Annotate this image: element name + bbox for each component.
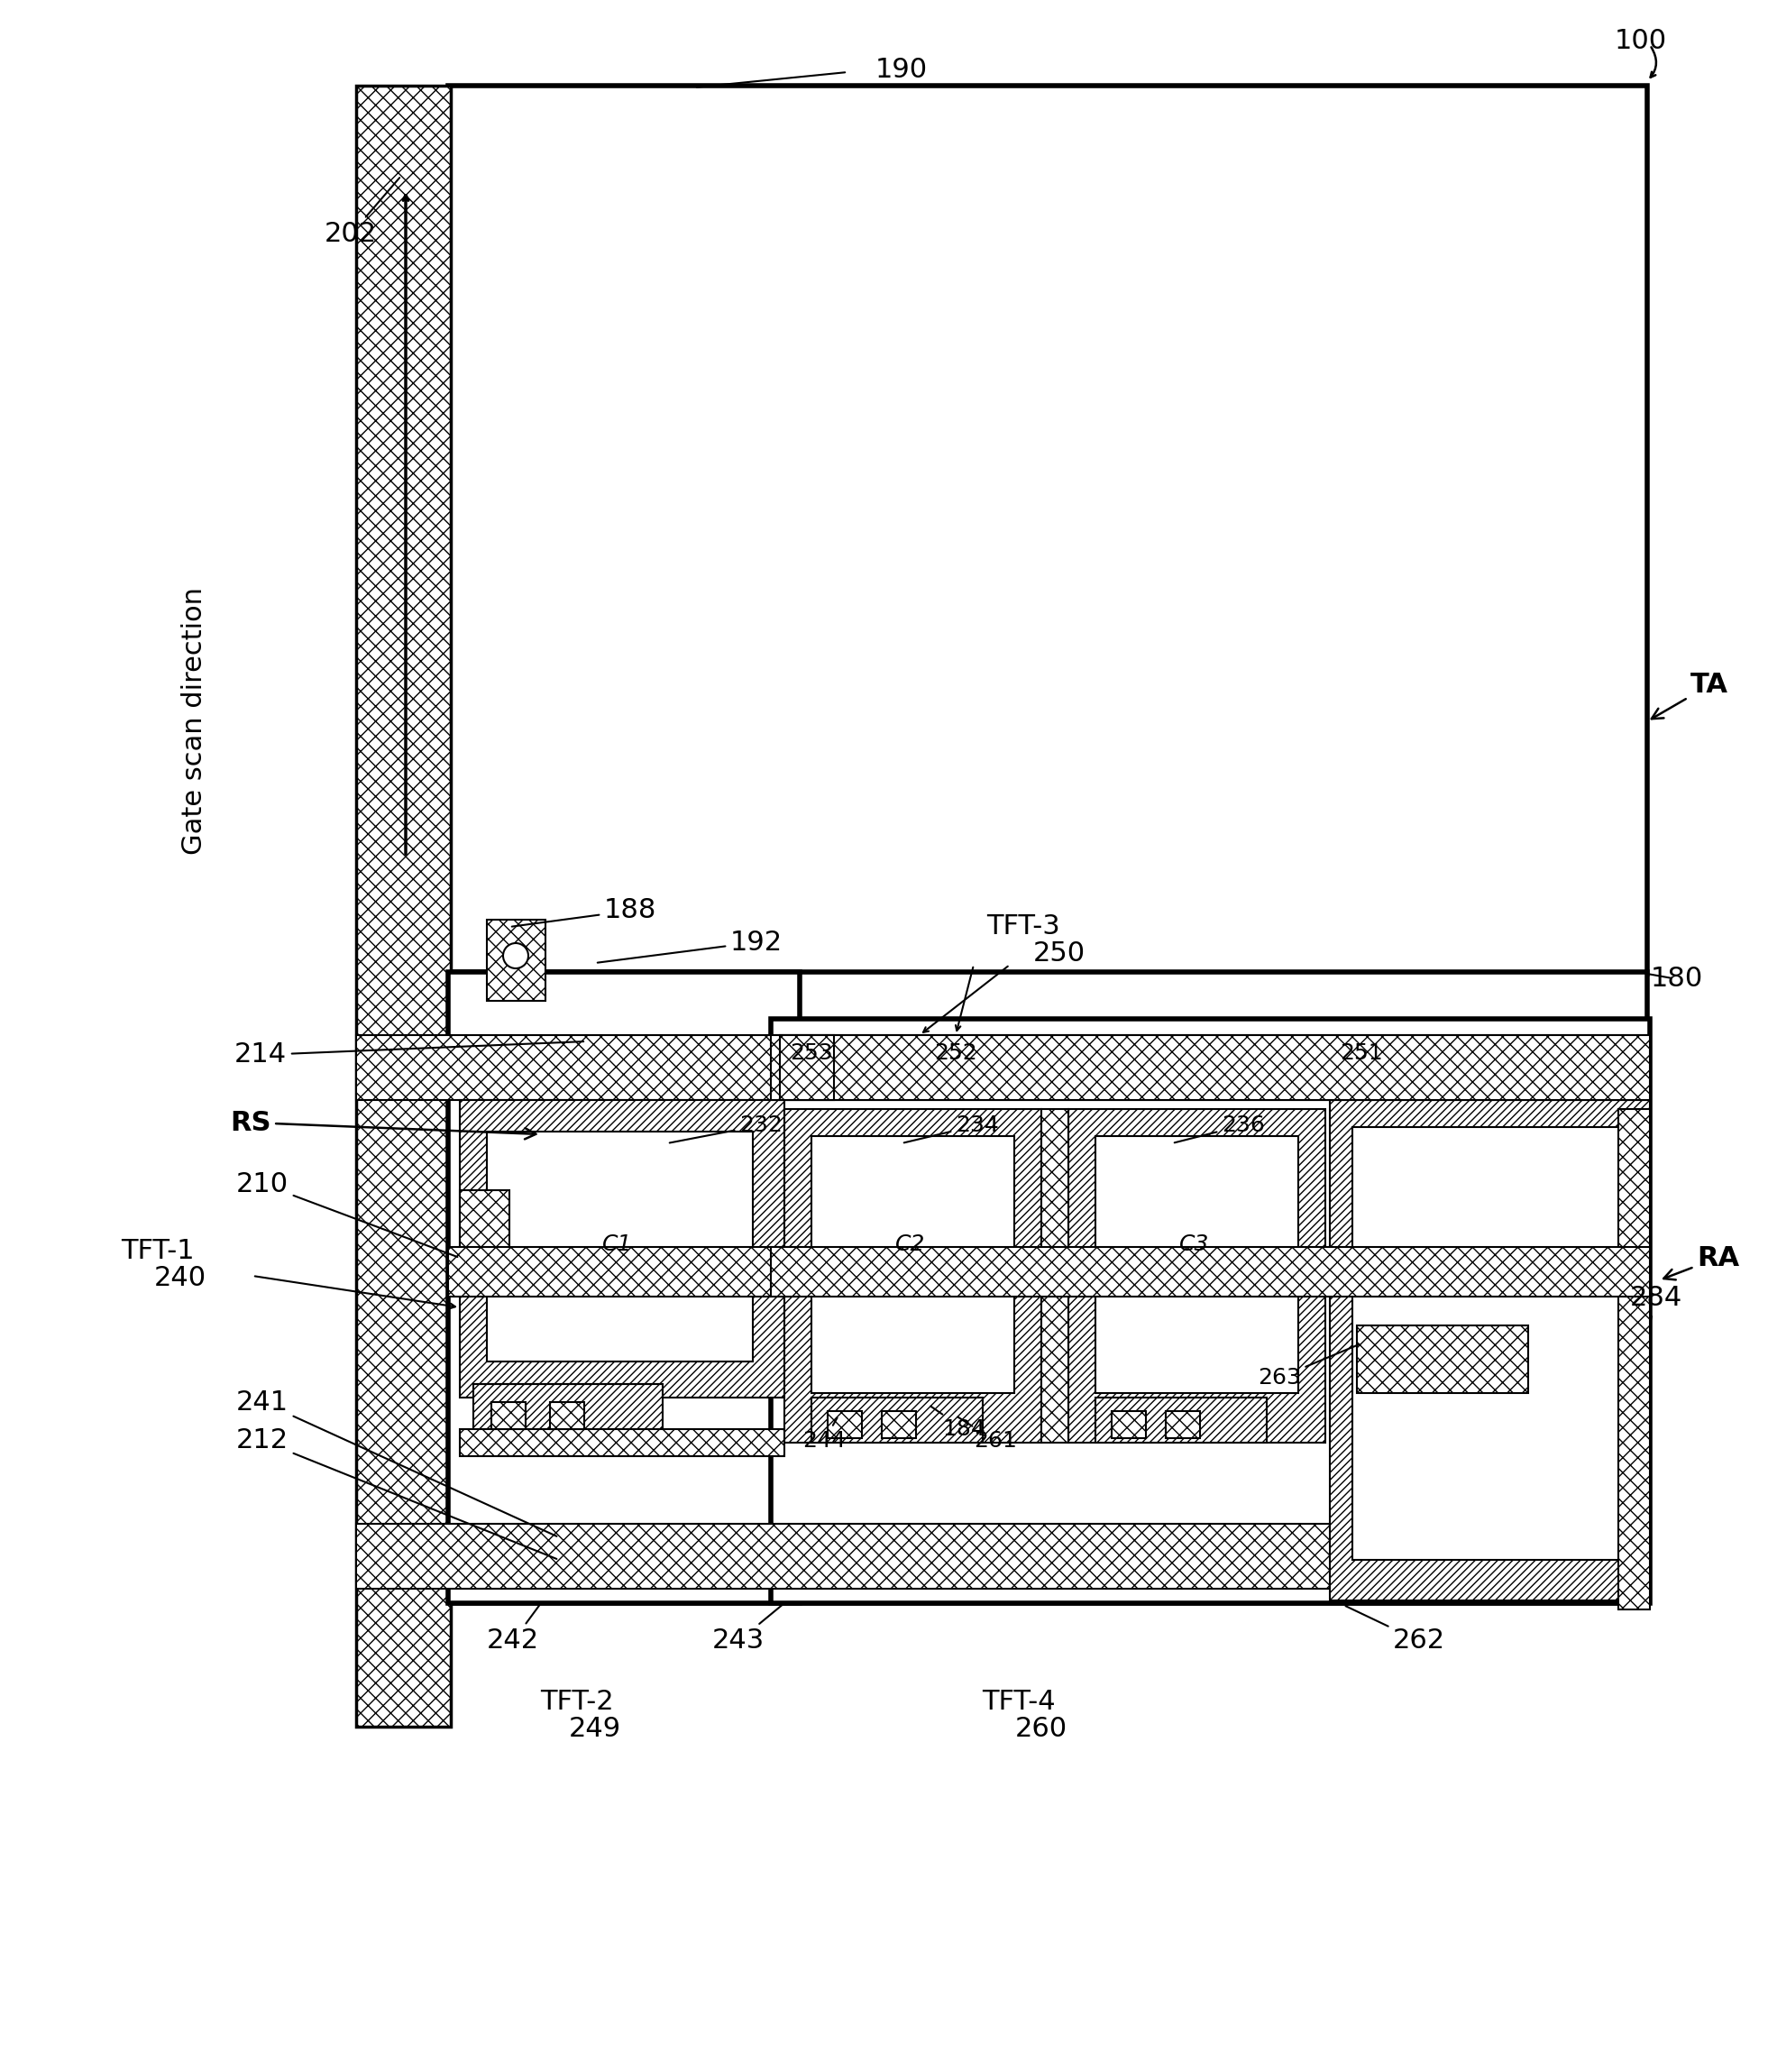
Bar: [771, 1019, 1650, 1604]
Text: 212: 212: [237, 1428, 557, 1558]
Text: 188: 188: [513, 897, 656, 926]
Bar: [1068, 1109, 1326, 1442]
Text: 252: 252: [934, 1042, 978, 1063]
Text: 260: 260: [1015, 1716, 1068, 1743]
Bar: [1353, 1127, 1627, 1560]
Bar: [771, 1247, 1650, 1297]
Bar: [1112, 1411, 1146, 1438]
Bar: [447, 972, 799, 1604]
Text: 234: 234: [903, 1115, 999, 1144]
Text: 100: 100: [1614, 27, 1667, 54]
Bar: [882, 1411, 916, 1438]
Bar: [447, 1247, 799, 1297]
Text: 261: 261: [958, 1417, 1017, 1452]
Bar: [474, 1384, 663, 1430]
Text: 236: 236: [1174, 1115, 1264, 1142]
Text: 242: 242: [486, 1606, 539, 1653]
Text: 263: 263: [1257, 1345, 1360, 1388]
Text: 232: 232: [670, 1115, 783, 1144]
Text: 244: 244: [803, 1417, 845, 1452]
Text: 214: 214: [235, 1042, 583, 1067]
Bar: [355, 1036, 1650, 1100]
Text: 240: 240: [154, 1266, 207, 1291]
Text: 210: 210: [237, 1171, 458, 1258]
Text: 249: 249: [569, 1716, 621, 1743]
Text: TFT-4: TFT-4: [981, 1689, 1055, 1716]
Bar: [1096, 1135, 1298, 1392]
Text: TFT-1: TFT-1: [120, 1239, 194, 1264]
Text: C2: C2: [896, 1233, 926, 1256]
Bar: [1330, 1100, 1650, 1600]
Text: 241: 241: [237, 1388, 557, 1535]
Bar: [1356, 1326, 1528, 1392]
Bar: [1096, 1397, 1266, 1442]
Text: TA: TA: [1651, 671, 1729, 719]
Bar: [486, 1131, 753, 1361]
Text: TFT-3: TFT-3: [987, 914, 1061, 941]
Text: C1: C1: [603, 1233, 633, 1256]
Bar: [447, 85, 1648, 974]
Bar: [460, 1100, 785, 1397]
Text: 284: 284: [1630, 1285, 1683, 1322]
Text: 190: 190: [875, 58, 928, 83]
Text: 192: 192: [598, 928, 783, 963]
Bar: [785, 1109, 1041, 1442]
Bar: [355, 1523, 1650, 1589]
Text: 243: 243: [713, 1604, 783, 1653]
Bar: [771, 1036, 1650, 1100]
Bar: [1165, 1411, 1200, 1438]
Bar: [1618, 1109, 1650, 1610]
Text: 251: 251: [1340, 1042, 1383, 1063]
Text: 184: 184: [930, 1407, 985, 1440]
Text: TFT-2: TFT-2: [541, 1689, 613, 1716]
Text: RA: RA: [1664, 1245, 1740, 1280]
Circle shape: [504, 943, 529, 968]
Bar: [492, 1403, 525, 1430]
Text: Gate scan direction: Gate scan direction: [180, 588, 207, 856]
Text: 262: 262: [1345, 1606, 1446, 1653]
Bar: [812, 1135, 1015, 1392]
Bar: [460, 1189, 509, 1276]
Text: RS: RS: [230, 1109, 536, 1140]
Bar: [812, 1397, 983, 1442]
Bar: [1041, 1109, 1068, 1442]
Bar: [780, 1036, 834, 1100]
Bar: [486, 920, 546, 1001]
Bar: [460, 1430, 785, 1457]
Text: 202: 202: [325, 178, 400, 247]
Bar: [447, 972, 1648, 1604]
Text: 180: 180: [1651, 966, 1703, 990]
Bar: [827, 1411, 863, 1438]
Text: 253: 253: [790, 1042, 833, 1063]
Bar: [550, 1403, 583, 1430]
Text: 250: 250: [1033, 941, 1086, 968]
Text: C3: C3: [1179, 1233, 1209, 1256]
Bar: [355, 85, 451, 1726]
